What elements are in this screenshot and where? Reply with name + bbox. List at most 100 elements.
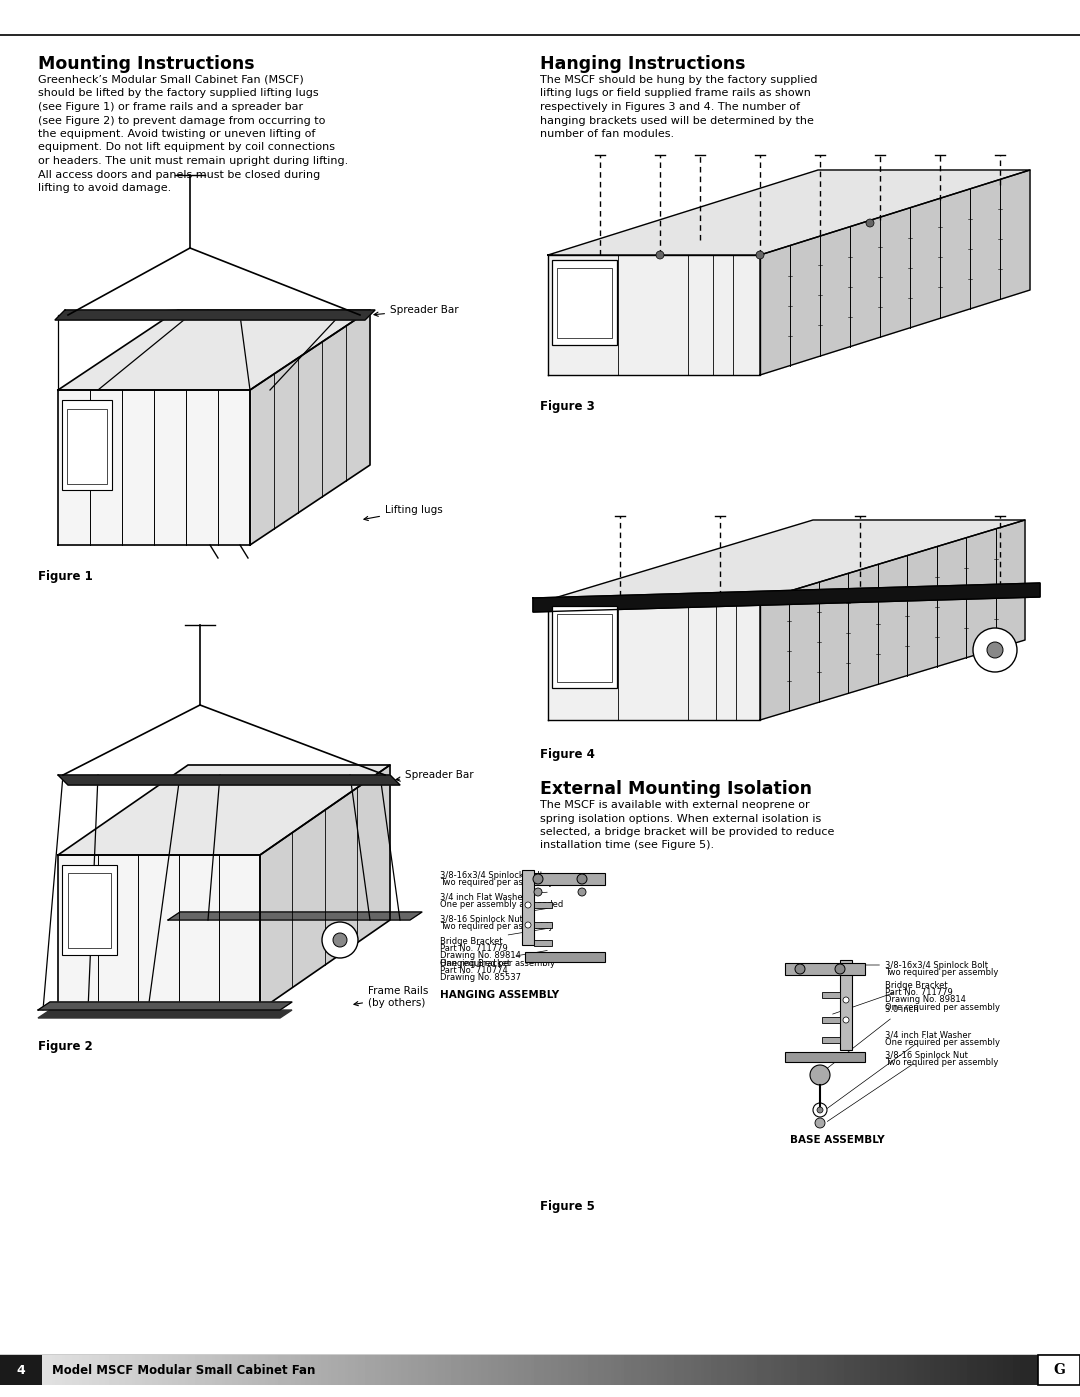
Bar [1038,1355,1080,1384]
Circle shape [525,922,531,928]
Text: Greenheck’s Modular Small Cabinet Fan (MSCF): Greenheck’s Modular Small Cabinet Fan (M… [38,75,303,85]
Text: should be lifted by the factory supplied lifting lugs: should be lifted by the factory supplied… [38,88,319,99]
Bar [557,615,612,682]
Text: lifting lugs or field supplied frame rails as shown: lifting lugs or field supplied frame rai… [540,88,811,99]
Text: Figure 2: Figure 2 [38,1039,93,1053]
Bar [822,1017,840,1023]
Polygon shape [548,520,1025,599]
Bar [534,922,552,928]
Bar [0,1355,42,1384]
Text: (see Figure 1) or frame rails and a spreader bar: (see Figure 1) or frame rails and a spre… [38,102,303,112]
Text: 3/4 inch Flat Washer: 3/4 inch Flat Washer [440,893,548,901]
Text: Hanging Bracket: Hanging Bracket [440,950,548,968]
Text: Part No. 711779: Part No. 711779 [885,988,953,997]
Text: installation time (see Figure 5).: installation time (see Figure 5). [540,841,714,851]
Text: 3.0 inch: 3.0 inch [827,1006,919,1069]
Text: Drawing No. 85537: Drawing No. 85537 [440,974,521,982]
Text: equipment. Do not lift equipment by coil connections: equipment. Do not lift equipment by coil… [38,142,335,152]
Text: Two required per assembly: Two required per assembly [885,968,998,977]
Text: or headers. The unit must remain upright during lifting.: or headers. The unit must remain upright… [38,156,348,166]
Bar [552,260,617,345]
Circle shape [816,1106,823,1113]
Text: Spreader Bar: Spreader Bar [374,305,459,316]
Polygon shape [548,599,760,719]
Polygon shape [760,520,1025,719]
Circle shape [577,875,588,884]
Text: The MSCF is available with external neoprene or: The MSCF is available with external neop… [540,800,810,810]
Bar [62,865,117,956]
Circle shape [843,997,849,1003]
Circle shape [534,875,543,884]
Polygon shape [249,310,370,545]
Text: Two required per assembly: Two required per assembly [440,922,553,930]
Text: HANGING ASSEMBLY: HANGING ASSEMBLY [440,990,559,1000]
Polygon shape [58,855,260,1010]
Polygon shape [38,1010,292,1018]
Text: (see Figure 2) to prevent damage from occurring to: (see Figure 2) to prevent damage from oc… [38,116,325,126]
Bar [822,1037,840,1044]
Text: the equipment. Avoid twisting or uneven lifting of: the equipment. Avoid twisting or uneven … [38,129,315,138]
Circle shape [322,922,357,958]
Text: Mounting Instructions: Mounting Instructions [38,54,255,73]
Bar [785,963,865,975]
Polygon shape [55,310,375,320]
Polygon shape [38,1002,292,1010]
Bar [552,606,617,687]
Text: Spreader Bar: Spreader Bar [396,770,474,781]
Polygon shape [58,390,249,545]
Polygon shape [168,912,422,921]
Bar [534,940,552,946]
Bar [557,268,612,338]
Text: Part No. 710774: Part No. 710774 [440,965,508,975]
Text: selected, a bridge bracket will be provided to reduce: selected, a bridge bracket will be provi… [540,827,835,837]
Text: 4: 4 [16,1363,25,1376]
Text: Model MSCF Modular Small Cabinet Fan: Model MSCF Modular Small Cabinet Fan [52,1363,315,1376]
Text: 3/8-16x3/4 Spinlock Bolt: 3/8-16x3/4 Spinlock Bolt [440,870,550,880]
Text: spring isolation options. When external isolation is: spring isolation options. When external … [540,813,821,823]
Text: respectively in Figures 3 and 4. The number of: respectively in Figures 3 and 4. The num… [540,102,800,112]
Polygon shape [548,170,1030,256]
Text: 3/4 inch Flat Washer: 3/4 inch Flat Washer [827,1031,971,1108]
Text: 3/8-16 Spinlock Nut: 3/8-16 Spinlock Nut [827,1051,968,1122]
Bar [525,951,605,963]
Text: hanging brackets used will be determined by the: hanging brackets used will be determined… [540,116,814,126]
Polygon shape [58,766,390,855]
Bar [785,1052,865,1062]
Text: One per assembly as needed: One per assembly as needed [440,900,564,909]
Polygon shape [58,775,400,785]
Text: External Mounting Isolation: External Mounting Isolation [540,780,812,798]
Circle shape [813,1104,827,1118]
Polygon shape [58,310,370,390]
Text: BASE ASSEMBLY: BASE ASSEMBLY [789,1134,885,1146]
Bar [822,992,840,997]
Circle shape [810,1065,831,1085]
Text: Hanging Instructions: Hanging Instructions [540,54,745,73]
Text: Figure 1: Figure 1 [38,570,93,583]
Circle shape [843,1017,849,1023]
Circle shape [756,251,764,258]
Text: The MSCF should be hung by the factory supplied: The MSCF should be hung by the factory s… [540,75,818,85]
Text: Lifting lugs: Lifting lugs [364,504,443,521]
Text: Two required per assembly: Two required per assembly [440,877,553,887]
Text: Bridge Bracket: Bridge Bracket [833,981,947,1014]
Bar [68,873,111,949]
Circle shape [815,1118,825,1127]
Bar [840,960,852,1051]
Text: 3/8-16 Spinlock Nut: 3/8-16 Spinlock Nut [440,908,548,923]
Text: Figure 4: Figure 4 [540,747,595,761]
Text: All access doors and panels must be closed during: All access doors and panels must be clos… [38,169,321,179]
Circle shape [333,933,347,947]
Text: Bridge Bracket: Bridge Bracket [440,929,548,946]
Text: G: G [1053,1363,1065,1377]
Text: Two required per assembly: Two required per assembly [885,1058,998,1067]
Circle shape [835,964,845,974]
Bar [525,873,605,886]
Circle shape [866,219,874,226]
Circle shape [525,902,531,908]
Text: Drawing No. 89814: Drawing No. 89814 [885,996,966,1004]
Text: Drawing No. 89814: Drawing No. 89814 [440,951,521,961]
Text: One required per assembly: One required per assembly [885,1038,1000,1046]
Polygon shape [534,583,1040,612]
Text: Figure 3: Figure 3 [540,400,595,414]
Circle shape [656,251,664,258]
